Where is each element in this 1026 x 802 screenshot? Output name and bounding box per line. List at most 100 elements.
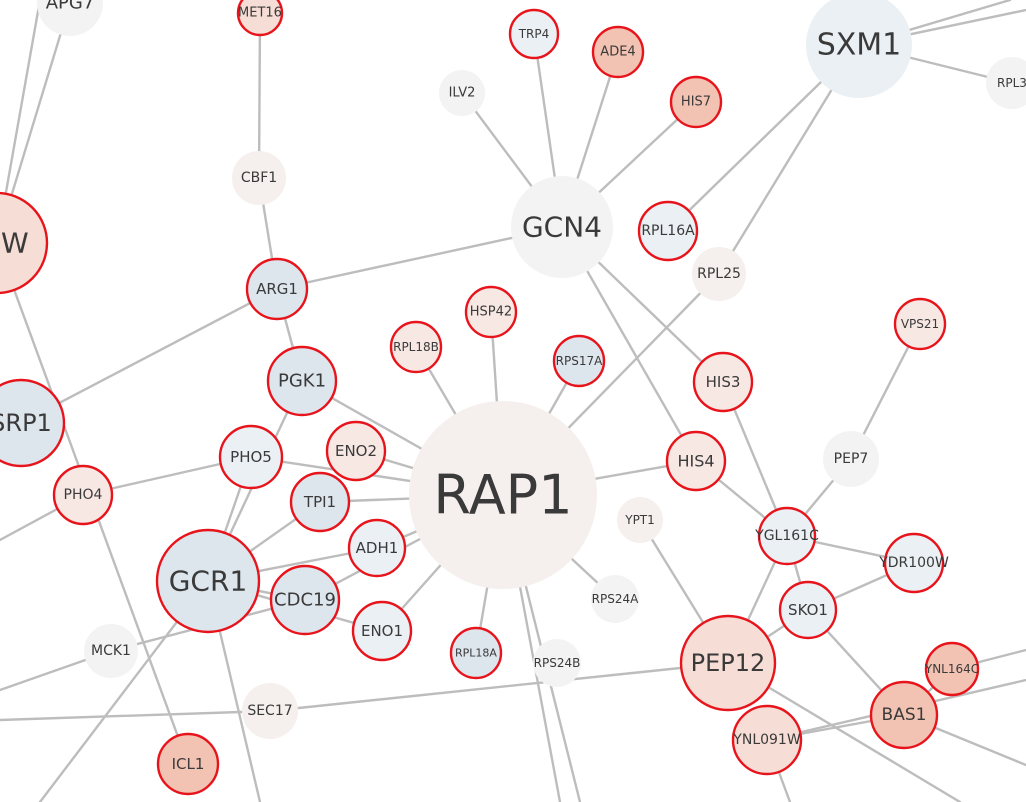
node-label: CBF1	[241, 170, 277, 186]
node-circle	[0, 191, 49, 295]
node-circle	[218, 424, 284, 490]
node-rap1[interactable]: RAP1	[409, 401, 597, 589]
node-bas1[interactable]: BAS1	[869, 680, 939, 750]
node-circle	[893, 297, 947, 351]
node-rpl3[interactable]: RPL3	[986, 57, 1026, 109]
node-label: BAS1	[882, 705, 927, 725]
node-sxm1[interactable]: SXM1	[806, 0, 912, 98]
node-gcn4[interactable]: GCN4	[511, 176, 613, 278]
node-circle	[757, 506, 817, 566]
node-label: YGL161C	[754, 528, 819, 544]
node-his4[interactable]: HIS4	[665, 430, 727, 492]
node-eno1[interactable]: ENO1	[351, 600, 413, 662]
node-circle	[869, 680, 939, 750]
node-label: APG7	[46, 0, 95, 14]
node-label: GCR1	[169, 565, 248, 598]
node-pep7[interactable]: PEP7	[823, 431, 879, 487]
node-tpi1[interactable]: TPI1	[289, 471, 351, 533]
node-hsp42[interactable]: HSP42	[464, 285, 518, 339]
node-icl1[interactable]: ICL1	[156, 732, 220, 796]
node-arg1[interactable]: ARG1	[245, 257, 309, 321]
node-ynl164c[interactable]: YNL164C	[924, 641, 980, 697]
node-label: RPL25	[697, 266, 741, 282]
node-circle	[669, 75, 723, 129]
edge-sec17-pep12	[268, 661, 730, 713]
node-pgk1[interactable]: PGK1	[266, 345, 338, 417]
node-circle	[617, 497, 663, 543]
node-circle	[508, 8, 560, 60]
node-ilv2[interactable]: ILV2	[439, 70, 485, 116]
node-circle	[778, 580, 838, 640]
node-label: YNL091W	[732, 732, 801, 748]
node-circle	[679, 614, 777, 712]
node-rpl25[interactable]: RPL25	[692, 247, 746, 301]
node-circle	[986, 57, 1026, 109]
node-gcr1[interactable]: GCR1	[155, 528, 261, 634]
node-circle	[242, 683, 298, 739]
node-label: HIS4	[677, 452, 714, 471]
node-pho5[interactable]: PHO5	[218, 424, 284, 490]
node-cdc19[interactable]: CDC19	[269, 564, 341, 636]
node-circle	[511, 176, 613, 278]
node-adh1[interactable]: ADH1	[347, 518, 407, 578]
node-circle	[637, 200, 699, 262]
node-ypt1[interactable]: YPT1	[617, 497, 663, 543]
node-trp4[interactable]: TRP4	[508, 8, 560, 60]
node-label: ICL1	[172, 755, 205, 773]
node-srp1[interactable]: SRP1	[0, 378, 66, 468]
node-label: TPI1	[303, 493, 336, 511]
node-rpl18a[interactable]: RPL18A	[449, 626, 503, 680]
node-label: MCK1	[91, 643, 131, 659]
node-circle	[823, 431, 879, 487]
node-circle	[924, 641, 980, 697]
node-circle	[591, 25, 645, 79]
node-circle	[731, 704, 803, 776]
node-circle	[409, 401, 597, 589]
node-sko1[interactable]: SKO1	[778, 580, 838, 640]
node-apg7[interactable]: APG7	[37, 0, 103, 36]
node-ade4[interactable]: ADE4	[591, 25, 645, 79]
node-label: YPT1	[624, 513, 655, 527]
node-mck1[interactable]: MCK1	[84, 624, 138, 678]
node-rpl18b[interactable]: RPL18B	[389, 320, 443, 374]
node-label: HIS7	[681, 95, 711, 110]
node-his3[interactable]: HIS3	[692, 351, 754, 413]
node-label: VPS21	[901, 317, 939, 331]
node-circle	[347, 518, 407, 578]
node-rpl16a[interactable]: RPL16A	[637, 200, 699, 262]
node-circle	[533, 639, 581, 687]
node-vps21[interactable]: VPS21	[893, 297, 947, 351]
node-ykl012w[interactable]: 12W	[0, 191, 49, 295]
node-ydr100w[interactable]: YDR100W	[878, 532, 949, 594]
node-label: RPL16A	[641, 223, 695, 239]
node-label: RPL3	[997, 76, 1026, 90]
node-circle	[449, 626, 503, 680]
node-label: RPL18A	[455, 647, 497, 660]
node-his7[interactable]: HIS7	[669, 75, 723, 129]
node-cbf1[interactable]: CBF1	[232, 151, 286, 205]
node-circle	[439, 70, 485, 116]
node-pho4[interactable]: PHO4	[52, 464, 114, 526]
node-eno2[interactable]: ENO2	[325, 420, 387, 482]
node-circle	[236, 0, 284, 37]
node-pep12[interactable]: PEP12	[679, 614, 777, 712]
node-circle	[52, 464, 114, 526]
edge-met16-cbf1	[257, 11, 262, 180]
node-circle	[245, 257, 309, 321]
node-circle	[155, 528, 261, 634]
node-rps24a[interactable]: RPS24A	[591, 575, 639, 623]
node-label: ILV2	[449, 86, 476, 101]
node-met16[interactable]: MET16	[236, 0, 284, 37]
node-label: ADH1	[356, 539, 399, 557]
node-label: ARG1	[256, 280, 298, 298]
node-label: HSP42	[470, 305, 512, 320]
node-ygl161c[interactable]: YGL161C	[754, 506, 819, 566]
node-sec17[interactable]: SEC17	[242, 683, 298, 739]
node-ynl091w[interactable]: YNL091W	[731, 704, 803, 776]
node-rps24b[interactable]: RPS24B	[533, 639, 581, 687]
node-rps17a[interactable]: RPS17A	[552, 334, 606, 388]
node-circle	[0, 378, 66, 468]
node-label: HIS3	[706, 373, 741, 391]
node-label: YNL164C	[924, 662, 979, 676]
